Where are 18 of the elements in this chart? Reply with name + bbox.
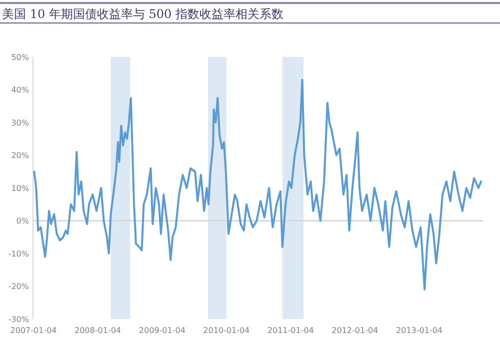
x-tick-label: 2011-01-04 (267, 326, 314, 335)
y-tick-label: -30% (8, 314, 30, 324)
y-tick-label: 50% (11, 52, 30, 62)
y-tick-label: -10% (8, 249, 30, 258)
x-tick-label: 2010-01-04 (203, 326, 250, 335)
chart-title: 美国 10 年期国债收益率与 500 指数收益率相关系数 (2, 7, 284, 21)
x-tick-label: 2007-01-04 (10, 326, 57, 335)
y-tick-label: -20% (8, 282, 30, 292)
x-tick-label: 2009-01-04 (138, 326, 186, 335)
x-tick-label: 2008-01-04 (74, 326, 122, 335)
y-tick-label: 40% (11, 86, 30, 95)
y-tick-label: 30% (11, 118, 30, 128)
y-tick-label: 0% (16, 216, 30, 226)
line-series (33, 78, 482, 291)
y-tick-label: 20% (11, 151, 30, 160)
x-tick-label: 2012-01-04 (332, 326, 378, 335)
y-tick-label: 10% (11, 184, 30, 193)
x-tick-label: 2013-01-04 (396, 326, 443, 335)
